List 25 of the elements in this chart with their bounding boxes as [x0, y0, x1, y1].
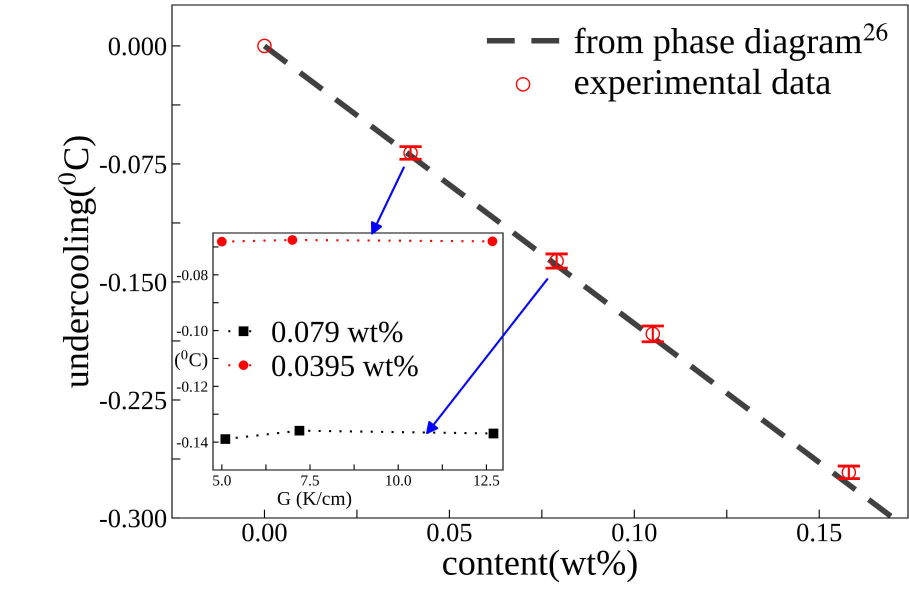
y-tick-label: -0.10	[176, 326, 208, 336]
x-tick-label: 0.10	[612, 524, 656, 542]
x-tick-label: 5.0	[213, 475, 231, 486]
legend-label: experimental data	[575, 68, 831, 102]
x-tick-label: 7.5	[301, 475, 319, 486]
legend-label: 0.079 wt%	[272, 322, 402, 342]
y-tick-label: -0.08	[176, 270, 208, 280]
y-tick-label: 0.000	[108, 38, 166, 56]
x-axis-title: G (K/cm)	[278, 491, 352, 509]
x-tick-label: 0.15	[797, 524, 842, 542]
x-tick-label: 0.05	[427, 524, 472, 542]
y-tick-label: -0.075	[100, 156, 166, 174]
legend-label: 0.0395 wt%	[272, 356, 418, 376]
y-tick-label: -0.300	[100, 510, 166, 528]
y-tick-label: -0.14	[176, 437, 208, 448]
x-tick-label: 0.00	[242, 524, 287, 542]
y-axis-title: undercooling($^{0}$C)	[58, 136, 96, 388]
y-tick-label: -0.12	[176, 381, 208, 392]
x-axis-title: content(wt%)	[443, 550, 637, 582]
legend-label: from phase diagram$^{26}$	[574, 23, 888, 61]
y-tick-label: -0.225	[100, 392, 166, 410]
x-tick-label: 12.5	[474, 475, 500, 486]
y-tick-label: -0.150	[100, 274, 166, 292]
x-tick-label: 10.0	[386, 475, 412, 486]
y-axis-title: ($^{0}$C)	[175, 350, 208, 370]
